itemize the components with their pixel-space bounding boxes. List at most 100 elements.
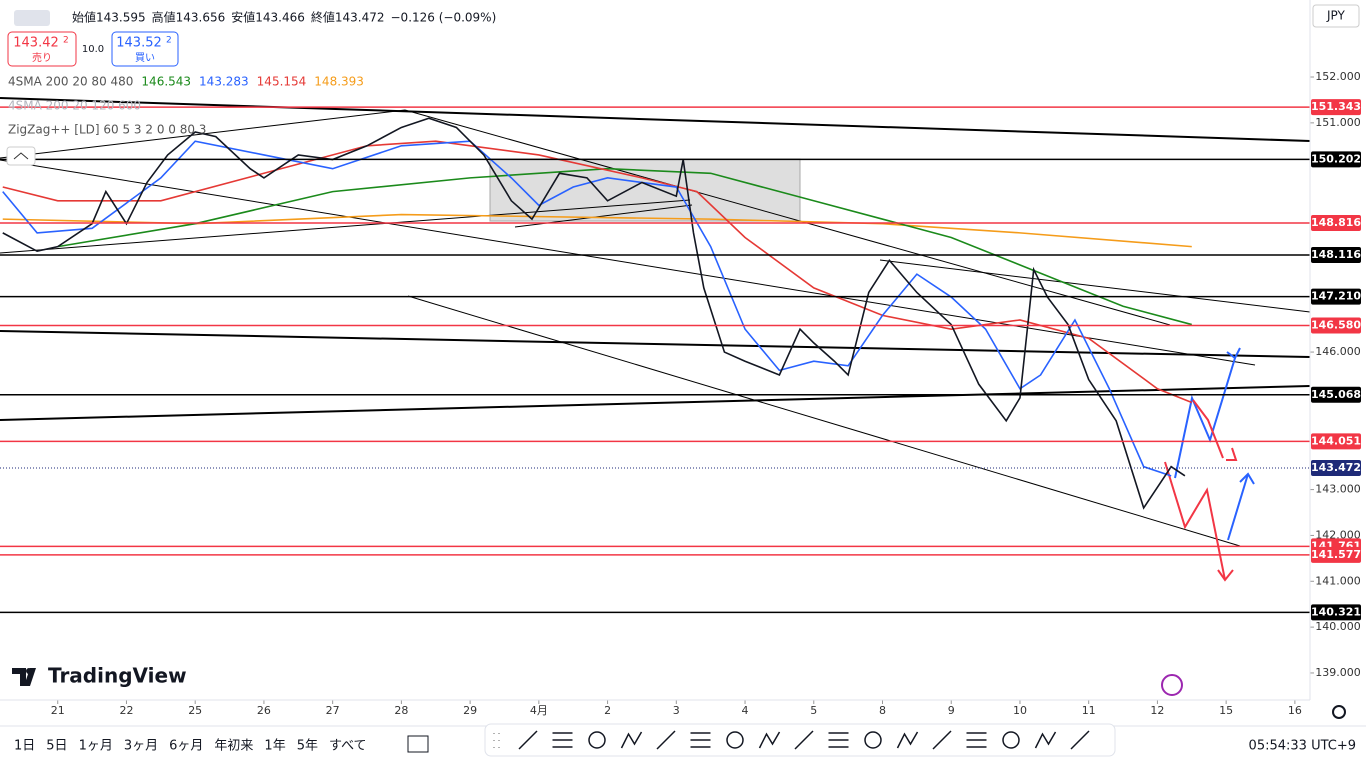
- date-range-icon[interactable]: [407, 735, 429, 753]
- tool-icon[interactable]: [932, 730, 952, 750]
- sell-sup: 2: [63, 36, 69, 46]
- range-button[interactable]: 6ヶ月: [169, 739, 203, 754]
- level-label: 144.051: [1311, 434, 1361, 447]
- range-button[interactable]: 1ヶ月: [79, 739, 113, 754]
- x-tick-label: 3: [673, 704, 680, 717]
- tool-icon[interactable]: [1002, 731, 1020, 749]
- ohlc-value: 高値143.656: [152, 10, 226, 25]
- buy-label: 買い: [135, 52, 155, 64]
- brand-name: TradingView: [48, 664, 187, 688]
- range-buttons: 1日 5日 1ヶ月 3ヶ月 6ヶ月 年初来 1年 5年 すべて: [14, 739, 367, 754]
- indicator-value: 148.393: [314, 75, 364, 89]
- x-tick-label: 2: [604, 704, 611, 717]
- y-tick-label: 141.000: [1315, 574, 1361, 587]
- tool-glyph: [966, 732, 987, 748]
- indicator-name: 4SMA 200 20 120 600: [8, 99, 141, 113]
- level-label-bg: [1311, 288, 1361, 305]
- indicator-value: 143.283: [199, 75, 249, 89]
- forecast-arrows: [1164, 347, 1255, 582]
- tool-icon[interactable]: [656, 730, 676, 750]
- drawing-tools: [493, 730, 1090, 750]
- tool-icon[interactable]: [1070, 730, 1090, 750]
- y-tick-label: 152.000: [1315, 70, 1361, 83]
- tool-icon[interactable]: [690, 732, 711, 748]
- y-tick-label: 142.000: [1315, 528, 1361, 541]
- collapse-legend[interactable]: [6, 146, 36, 166]
- tool-icon[interactable]: [966, 732, 987, 748]
- level-label-bg: [1311, 386, 1361, 403]
- spread: 10.0: [82, 44, 104, 55]
- range-button[interactable]: 年初来: [214, 739, 253, 754]
- x-tick-label: 25: [188, 704, 202, 717]
- tool-glyph: [726, 731, 744, 749]
- change: −0.126 (−0.09%): [391, 11, 497, 25]
- indicator-legend: 4SMA 200 20 80 480 146.543 143.283 145.154 1…: [8, 75, 364, 137]
- y-tick-label: 146.000: [1315, 345, 1361, 358]
- tool-icon[interactable]: [1034, 731, 1057, 749]
- y-tick-label: 140.000: [1315, 620, 1361, 633]
- level-label-bg: [1311, 151, 1361, 168]
- x-tick-label: 12: [1150, 704, 1164, 717]
- tool-glyph: [1002, 731, 1020, 749]
- tool-glyph: [828, 732, 849, 748]
- x-tick-label: 26: [257, 704, 271, 717]
- tool-icon[interactable]: [758, 731, 781, 749]
- range-button[interactable]: 5日: [46, 739, 67, 754]
- sma-line: [2, 140, 1172, 477]
- x-tick-label: 10: [1013, 704, 1027, 717]
- level-label: 148.816: [1311, 216, 1361, 229]
- drag-handle: [493, 733, 500, 748]
- tool-icon[interactable]: [588, 731, 606, 749]
- x-tick-label: 15: [1219, 704, 1233, 717]
- settings-icon[interactable]: [1332, 705, 1346, 719]
- range-button[interactable]: 3ヶ月: [124, 739, 158, 754]
- tool-icon[interactable]: [828, 732, 849, 748]
- level-label-bg: [1311, 247, 1361, 264]
- level-label: 143.472: [1311, 461, 1361, 474]
- indicator-name: ZigZag++ [LD] 60 5 3 2 0 0 80 3: [8, 123, 206, 137]
- x-tick-label: 9: [948, 704, 955, 717]
- range-button[interactable]: すべて: [329, 739, 367, 754]
- x-tick-label: 16: [1288, 704, 1302, 717]
- level-label: 141.577: [1311, 548, 1361, 561]
- range-button[interactable]: 1年: [264, 739, 285, 754]
- tool-icon[interactable]: [620, 731, 643, 749]
- tool-glyph: [690, 732, 711, 748]
- sell-button[interactable]: [7, 31, 77, 67]
- buy-button[interactable]: [111, 31, 179, 67]
- x-tick-label: 4: [742, 704, 749, 717]
- tool-icon[interactable]: [552, 732, 573, 748]
- tool-icon[interactable]: [726, 731, 744, 749]
- indicator-value: 145.154: [257, 75, 307, 89]
- symbol-icon[interactable]: [14, 10, 50, 26]
- buy-price: 143.52: [116, 36, 162, 51]
- level-label: 146.580: [1311, 318, 1361, 331]
- tool-glyph: [518, 730, 538, 750]
- tool-icon[interactable]: [518, 730, 538, 750]
- level-label: 150.202: [1311, 152, 1361, 165]
- x-tick-label: 27: [326, 704, 340, 717]
- tool-glyph: [552, 732, 573, 748]
- level-label: 151.343: [1311, 100, 1361, 113]
- tool-icon[interactable]: [794, 730, 814, 750]
- price-line: [2, 117, 1186, 510]
- ohlc-header: 始値143.595 高値143.656 安値143.466 終値143.472 −0.1…: [72, 10, 496, 25]
- range-button[interactable]: 5年: [297, 739, 318, 754]
- tool-glyph: [864, 731, 882, 749]
- currency-button[interactable]: [1312, 4, 1360, 28]
- x-tick-label: 29: [463, 704, 477, 717]
- tool-icon[interactable]: [896, 731, 919, 749]
- level-label-bg: [1311, 459, 1361, 476]
- tool-icon[interactable]: [864, 731, 882, 749]
- tool-glyph: [932, 730, 952, 750]
- level-label: 147.210: [1311, 290, 1361, 303]
- sell-label: 売り: [32, 51, 52, 64]
- range-button[interactable]: 1日: [14, 739, 35, 754]
- alert-icon[interactable]: [1161, 674, 1183, 696]
- buy-sup: 2: [166, 36, 172, 46]
- x-tick-label: 22: [119, 704, 133, 717]
- level-label: 145.068: [1311, 388, 1361, 401]
- y-tick-label: 143.000: [1315, 483, 1361, 496]
- level-label-bg: [1311, 214, 1361, 231]
- indicator-name: 4SMA 200 20 80 480: [8, 75, 133, 89]
